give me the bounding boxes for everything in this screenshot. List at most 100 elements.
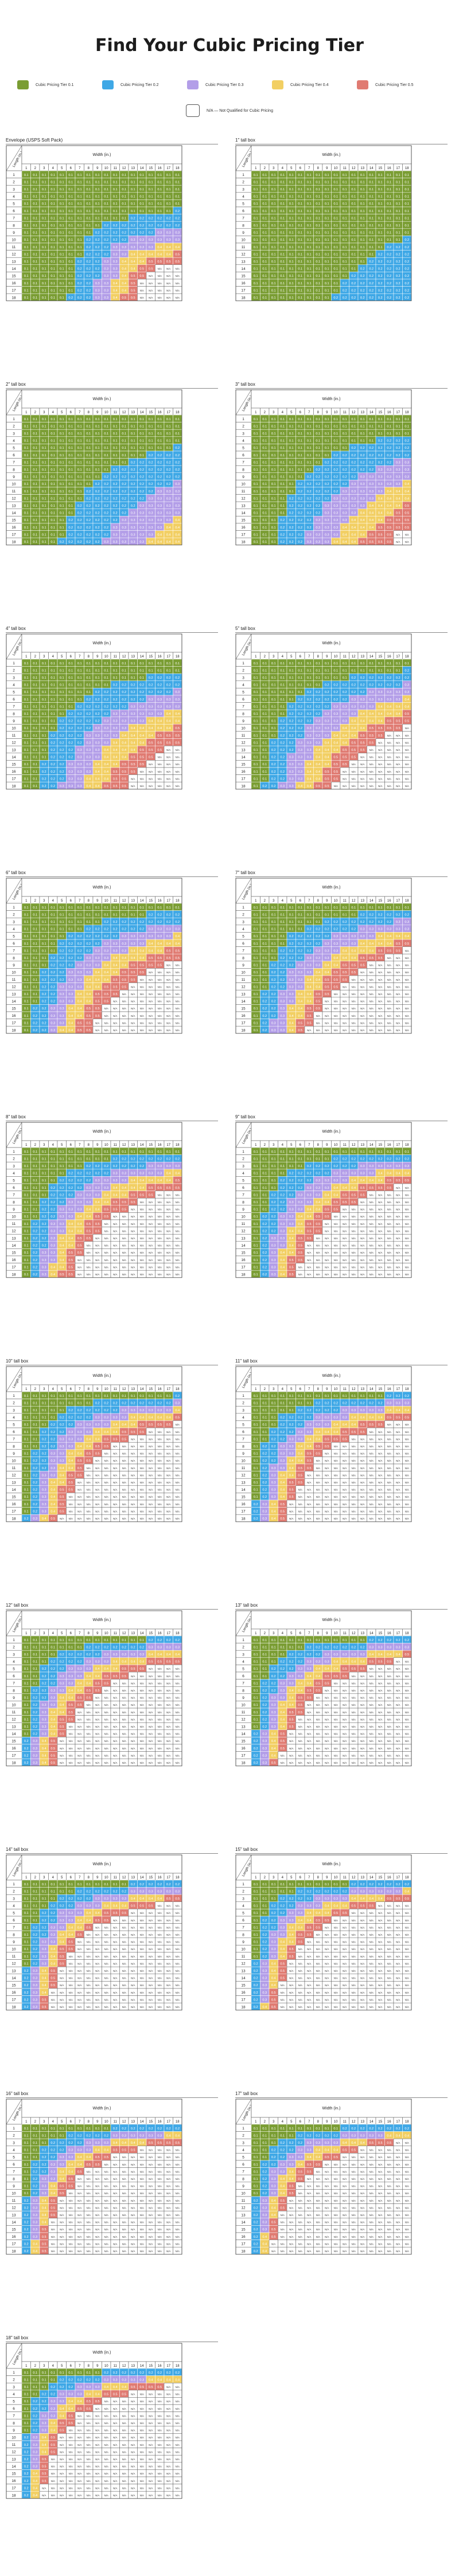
tier-cell-label: 0.2 [139,921,144,924]
length-tick: 12 [11,741,16,745]
tier-cell-label: 0.4 [369,720,374,723]
tier-cell-label: 0.3 [325,720,329,723]
tier-cell-label: 0.1 [50,684,55,687]
tier-cell-label: 0.2 [42,770,46,774]
tier-cell-label: 0.1 [33,705,37,708]
tier-cell-label: 0.1 [280,202,285,206]
tier-cell-label: 0.1 [351,432,356,436]
tier-cell-label: 0.3 [333,519,338,522]
tier-cell-label: 0.1 [316,662,320,665]
tier-cell-label: N/A [158,1000,162,1003]
tier-cell-label: 0.2 [298,526,302,530]
tier-cell-label: 0.3 [175,238,180,242]
tier-cell-label: 0.1 [333,188,338,191]
width-tick: 13 [131,411,135,414]
tier-cell-label: 0.1 [325,268,329,271]
tier-cell-label: 0.2 [289,705,294,708]
tier-cell-label: 0.2 [378,461,383,464]
tier-cell-label: 0.1 [316,224,320,228]
tier-cell-label: N/A [166,282,170,285]
tier-cell-label: 0.1 [104,669,108,672]
tier-cell-label: 0.2 [50,985,55,989]
tier-cell-label: 0.3 [68,785,73,788]
length-tick: 12 [241,497,246,501]
tier-cell-label: 0.1 [131,662,135,665]
tier-cell-label: 0.2 [122,684,126,687]
tier-cell-label: 0.2 [95,483,100,486]
length-tick: 16 [11,770,16,774]
tier-cell-label: 0.2 [404,246,409,249]
tier-cell-label: 0.1 [131,418,135,421]
tier-cell-label: 0.1 [298,238,302,242]
tier-cell-label: 0.1 [262,662,267,665]
tier-cell-label: N/A [149,785,153,788]
tier-cell-label: 0.2 [95,935,100,938]
tier-cell-label: 0.2 [396,275,400,278]
tier-cell-label: 0.1 [157,440,162,443]
tier-cell-label: 0.4 [157,949,162,953]
tier-cell-label: 0.4 [113,749,118,752]
tier-cell-label: N/A [140,785,144,788]
tier-cell-label: 0.5 [157,260,162,264]
tier-cell-label: 0.2 [166,224,171,228]
tier-cell-label: 0.1 [325,253,329,256]
tier-cell-label: 0.1 [24,238,29,242]
tier-cell-label: 0.5 [351,741,356,745]
tier-cell-label: 0.2 [280,763,285,766]
tier-cell-label: 0.4 [378,712,383,716]
tier-cell-label: 0.1 [42,476,46,479]
tier-cell-label: 0.2 [104,246,108,249]
tier-cell-label: N/A [343,777,347,780]
tier-cell-label: 0.1 [42,705,46,708]
tier-cell-label: 0.1 [50,425,55,428]
tier-cell-label: 0.1 [77,217,82,220]
tier-cell-label: N/A [158,777,162,780]
tier-cell-label: 0.2 [149,454,153,457]
tier-cell-label: 0.1 [139,454,144,457]
tier-cell-label: 0.5 [131,296,135,300]
tier-cell-label: 0.1 [24,188,29,191]
tier-cell-label: 0.1 [280,289,285,292]
tier-cell-label: 0.1 [378,246,383,249]
tier-cell-label: 0.1 [50,217,55,220]
tier-cell-label: 0.4 [131,957,135,960]
tier-cell-label: 0.1 [113,669,118,672]
tier-cell-label: 0.1 [24,727,29,730]
tier-cell-label: 0.1 [68,188,73,191]
tier-cell-label: 0.1 [298,296,302,300]
tier-cell-label: 0.1 [113,662,118,665]
width-axis-label: Width (in.) [322,397,341,401]
tier-cell-label: 0.2 [325,698,329,702]
tier-cell-label: 0.1 [262,676,267,680]
tier-cell-label: 0.2 [316,490,320,494]
tier-cell-label: 0.1 [131,174,135,177]
tier-cell-label: 0.1 [289,454,294,457]
tier-cell-label: 0.1 [271,217,276,220]
tier-cell-label: 0.1 [68,490,73,494]
tier-cell-label: 0.1 [24,705,29,708]
tier-cell-label: N/A [176,770,180,773]
tier-cell-label: 0.3 [166,705,171,708]
tier-cell-label: 0.4 [131,253,135,256]
tier-cell-label: 0.1 [77,662,82,665]
tier-cell-label: 0.1 [175,432,180,436]
tier-cell-label: 0.3 [86,734,91,738]
tier-cell-label: 0.2 [122,238,126,242]
tier-cell-label: 0.5 [175,949,180,953]
tier-cell-label: 0.2 [280,533,285,537]
tier-cell-label: 0.2 [271,770,276,774]
tier-cell-label: 0.1 [68,454,73,457]
tier-cell-label: 0.1 [77,921,82,924]
tier-cell-label: 0.3 [104,741,108,745]
tier-cell-label: 0.2 [369,447,374,450]
tier-cell-label: 0.3 [95,949,100,953]
tier-cell-label: 0.5 [157,749,162,752]
tier-cell-label: 0.3 [149,512,153,515]
tier-cell-label: 0.2 [157,476,162,479]
tier-cell-label: 0.1 [369,224,374,228]
tier-cell-label: 0.1 [24,268,29,271]
tier-cell-label: 0.2 [122,921,126,924]
tier-cell-label: 0.1 [262,282,267,285]
width-tick: 13 [131,167,135,170]
tier-cell-label: 0.2 [396,260,400,264]
